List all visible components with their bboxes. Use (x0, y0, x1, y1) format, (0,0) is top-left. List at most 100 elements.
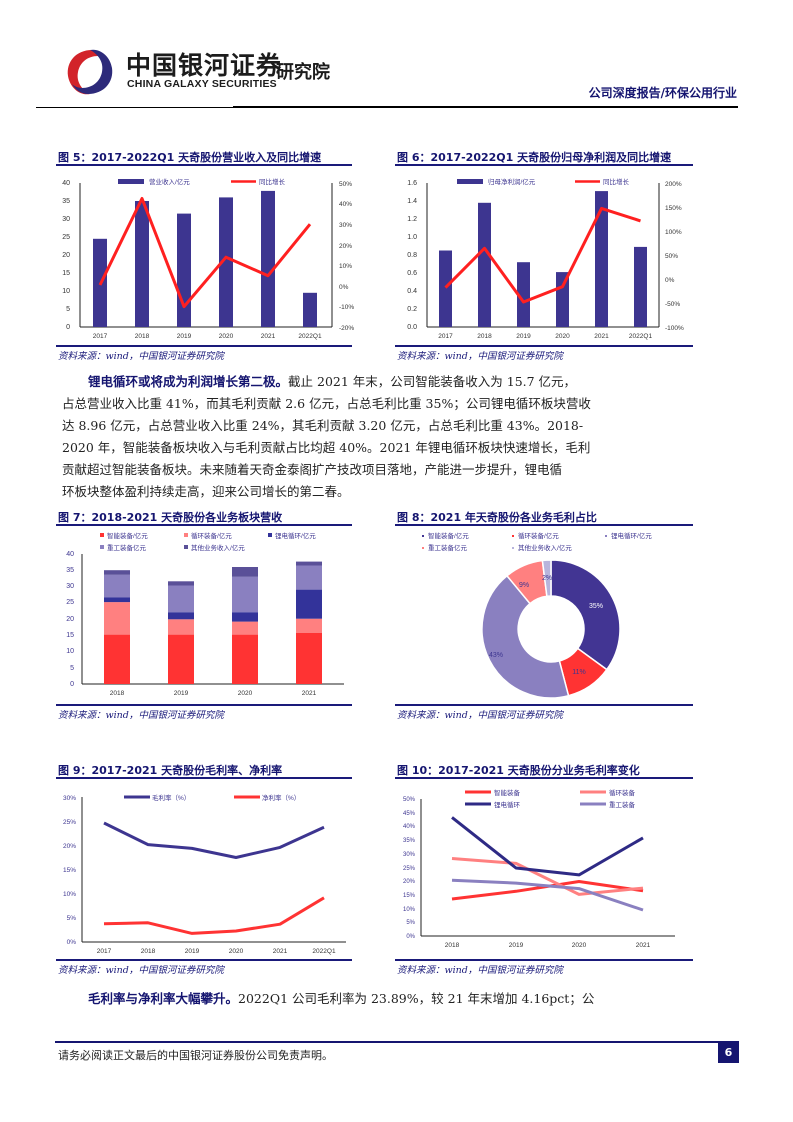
svg-text:2019: 2019 (509, 942, 524, 949)
svg-text:-10%: -10% (339, 304, 354, 311)
svg-text:20: 20 (62, 252, 70, 259)
figure-7-chart: 智能装备/亿元 循环装备/亿元 锂电循环/亿元 重工装备亿元 其他业务收入/亿元… (56, 528, 356, 710)
svg-text:2022Q1: 2022Q1 (312, 948, 336, 955)
svg-text:智能装备/亿元: 智能装备/亿元 (107, 531, 148, 540)
svg-text:50%: 50% (665, 253, 678, 260)
figure-6-source: 资料来源：wind，中国银河证券研究院 (397, 351, 563, 362)
svg-text:智能装备/亿元: 智能装备/亿元 (428, 531, 469, 540)
figure-8-source: 资料来源：wind，中国银河证券研究院 (397, 710, 563, 721)
svg-text:15: 15 (62, 270, 70, 277)
svg-text:40: 40 (66, 551, 74, 558)
figure-8-title: 图 8：2021 年天奇股份各业务毛利占比 (397, 511, 597, 524)
svg-text:30: 30 (66, 583, 74, 590)
svg-text:锂电循环: 锂电循环 (494, 800, 521, 809)
svg-text:40%: 40% (403, 824, 416, 830)
figure-9-chart: 毛利率（%） 净利率（%） 0% 5% 10% 15% 20% 25% 30% 2017 2… (56, 780, 356, 964)
figure-8-bottom-rule (395, 704, 693, 706)
svg-text:2018: 2018 (477, 333, 492, 340)
svg-text:50%: 50% (339, 181, 352, 188)
figure-6-bottom-rule (395, 345, 693, 347)
svg-text:0.8: 0.8 (407, 252, 417, 259)
svg-text:2022Q1: 2022Q1 (298, 333, 322, 340)
svg-text:200%: 200% (665, 181, 682, 188)
svg-text:其他业务收入/亿元: 其他业务收入/亿元 (518, 543, 572, 552)
paragraph-margins: 毛利率与净利率大幅攀升。2022Q1 公司毛利率为 23.89%，较 21 年末… (88, 991, 595, 1006)
svg-text:重工装备亿元: 重工装备亿元 (428, 543, 468, 552)
svg-text:-50%: -50% (665, 301, 680, 308)
svg-text:1.4: 1.4 (407, 198, 417, 205)
svg-text:20%: 20% (63, 843, 76, 850)
legend-swatch-revenue (118, 179, 144, 184)
svg-text:2017: 2017 (93, 333, 108, 340)
svg-text:2020: 2020 (229, 948, 244, 955)
svg-text:5: 5 (66, 306, 70, 313)
svg-text:2022Q1: 2022Q1 (629, 333, 653, 340)
legend-net-profit: 归母净利润/亿元 (488, 177, 536, 186)
svg-text:20: 20 (66, 616, 74, 623)
svg-text:循环装备: 循环装备 (609, 788, 636, 797)
svg-text:100%: 100% (665, 229, 682, 236)
svg-text:25%: 25% (403, 866, 416, 872)
svg-text:0.6: 0.6 (407, 270, 417, 277)
svg-text:2019: 2019 (516, 333, 531, 340)
svg-text:2019: 2019 (177, 333, 192, 340)
svg-text:10%: 10% (339, 263, 352, 270)
svg-text:30: 30 (62, 216, 70, 223)
paragraph-lithium-cycle: 锂电循环或将成为利润增长第二极。截止 2021 年末，公司智能装备收入为 15.… (62, 374, 591, 499)
svg-text:2021: 2021 (636, 942, 651, 949)
svg-text:2017: 2017 (438, 333, 453, 340)
figure-8-rule (395, 524, 693, 526)
figure-5-rule (56, 164, 352, 166)
svg-text:0%: 0% (665, 277, 675, 284)
legend-revenue: 营业收入/亿元 (149, 177, 190, 186)
svg-text:35: 35 (66, 567, 74, 574)
figure-9-source: 资料来源：wind，中国银河证券研究院 (58, 965, 224, 976)
svg-text:锂电循环/亿元: 锂电循环/亿元 (611, 531, 652, 540)
svg-text:2017: 2017 (97, 948, 112, 955)
svg-text:25: 25 (62, 234, 70, 241)
svg-text:2021: 2021 (594, 333, 609, 340)
legend-gross-margin: 毛利率（%） (152, 793, 190, 802)
svg-text:10%: 10% (63, 891, 76, 898)
svg-text:2018: 2018 (141, 948, 156, 955)
svg-text:15: 15 (66, 632, 74, 639)
legend-growth: 同比增长 (603, 177, 630, 186)
figure-7-title: 图 7：2018-2021 天奇股份各业务板块营收 (58, 511, 283, 524)
figure-7-rule (56, 524, 352, 526)
svg-text:2020: 2020 (555, 333, 570, 340)
svg-text:10: 10 (66, 648, 74, 655)
svg-text:2018: 2018 (135, 333, 150, 340)
figure-10-title: 图 10：2017-2021 天奇股份分业务毛利率变化 (397, 764, 640, 777)
svg-text:35%: 35% (589, 603, 603, 610)
paragraph-lead: 锂电循环或将成为利润增长第二极。 (88, 374, 289, 389)
svg-text:2018: 2018 (445, 942, 460, 949)
svg-text:1.2: 1.2 (407, 216, 417, 223)
svg-text:30%: 30% (403, 852, 416, 858)
figure-5-chart: 营业收入/亿元 同比增长 0 5 10 15 20 25 30 35 40 -20% -10% 0… (56, 168, 356, 348)
svg-text:10: 10 (62, 288, 70, 295)
figure-9-bottom-rule (56, 959, 352, 961)
svg-text:2021: 2021 (261, 333, 276, 340)
svg-text:50%: 50% (403, 797, 416, 803)
svg-text:11%: 11% (572, 669, 586, 676)
page-number: 6 (718, 1043, 739, 1063)
svg-text:9%: 9% (519, 582, 529, 589)
svg-text:0: 0 (66, 324, 70, 331)
svg-text:20%: 20% (403, 879, 416, 885)
svg-text:5%: 5% (406, 920, 415, 926)
svg-text:0: 0 (70, 681, 74, 688)
svg-text:40: 40 (62, 180, 70, 187)
svg-text:35: 35 (62, 198, 70, 205)
svg-text:2019: 2019 (174, 690, 189, 697)
figure-6-rule (395, 164, 693, 166)
svg-text:2019: 2019 (185, 948, 200, 955)
legend-net-margin: 净利率（%） (262, 793, 300, 802)
figure-6-title: 图 6：2017-2022Q1 天奇股份归母净利润及同比增速 (397, 151, 672, 164)
footer-divider (55, 1041, 739, 1043)
figure-10-source: 资料来源：wind，中国银河证券研究院 (397, 965, 563, 976)
svg-text:0.4: 0.4 (407, 288, 417, 295)
svg-text:锂电循环/亿元: 锂电循环/亿元 (275, 531, 316, 540)
figure-10-bottom-rule (395, 959, 693, 961)
legend-growth: 同比增长 (259, 177, 286, 186)
svg-text:-20%: -20% (339, 325, 354, 332)
